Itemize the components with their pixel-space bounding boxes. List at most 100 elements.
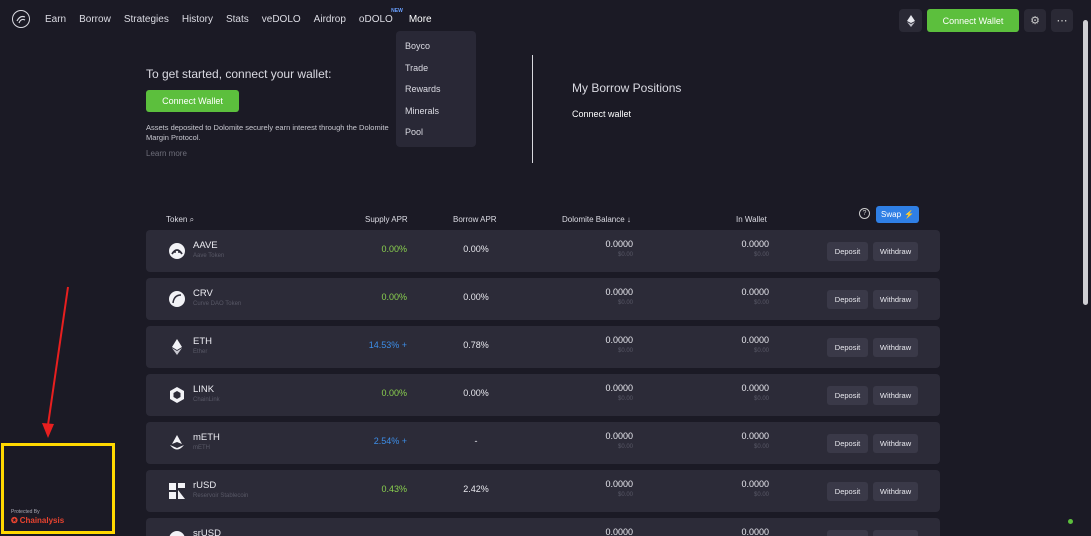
- red-arrow-annotation: [42, 286, 69, 438]
- deposit-button[interactable]: Deposit: [827, 530, 868, 536]
- borrow-connect-wallet-link[interactable]: Connect wallet: [572, 109, 632, 119]
- menu-item-rewards[interactable]: Rewards: [405, 84, 441, 94]
- page-scrollbar[interactable]: [1083, 20, 1088, 305]
- borrow-apr: 0.00%: [463, 388, 489, 398]
- network-selector-button[interactable]: [899, 9, 922, 32]
- menu-item-pool[interactable]: Pool: [405, 127, 424, 137]
- borrow-apr: 2.42%: [463, 484, 489, 494]
- assets-description: Assets deposited to Dolomite securely ea…: [146, 123, 389, 142]
- wallet-balance-usd: $0.00: [753, 396, 769, 402]
- protected-by-label: Protected By: [11, 509, 40, 515]
- token-row-eth[interactable]: ETH Ether 14.53% + 0.78% 0.0000 $0.00 0.0000 $0…: [146, 326, 940, 368]
- supply-apr[interactable]: 2.54% +: [373, 436, 407, 446]
- wallet-balance: 0.0000: [741, 239, 769, 249]
- swap-button[interactable]: Swap ⚡: [876, 206, 919, 223]
- nav-stats[interactable]: Stats: [225, 14, 249, 25]
- nav-earn[interactable]: Earn: [45, 14, 67, 25]
- withdraw-button[interactable]: Withdraw: [873, 338, 918, 357]
- top-nav: Earn Borrow Strategies History Stats veD…: [0, 0, 1091, 40]
- panel-divider: [532, 55, 533, 163]
- swap-label: Swap: [881, 210, 902, 219]
- in-wallet-header[interactable]: In Wallet: [736, 215, 767, 224]
- nav-strategies[interactable]: Strategies: [123, 14, 169, 25]
- ethereum-icon: [906, 14, 915, 27]
- wallet-balance: 0.0000: [741, 479, 769, 489]
- withdraw-button[interactable]: Withdraw: [873, 290, 918, 309]
- meth-icon: [168, 434, 186, 452]
- dolomite-balance-usd: $0.00: [617, 492, 633, 498]
- menu-item-boyco[interactable]: Boyco: [405, 41, 431, 51]
- more-options-button[interactable]: ⋯: [1051, 9, 1073, 32]
- wallet-balance: 0.0000: [741, 335, 769, 345]
- search-icon[interactable]: ⌕: [189, 215, 195, 224]
- token-row-srusd[interactable]: srUSD 0.0000 0.0000 Deposit Withdraw: [146, 518, 940, 536]
- highlight-box: [1, 443, 115, 534]
- help-icon[interactable]: ?: [859, 208, 870, 219]
- connect-wallet-button[interactable]: Connect Wallet: [146, 90, 239, 112]
- nav-odolo[interactable]: oDOLO NEW: [358, 8, 403, 25]
- deposit-button[interactable]: Deposit: [827, 338, 868, 357]
- withdraw-button[interactable]: Withdraw: [873, 386, 918, 405]
- deposit-button[interactable]: Deposit: [827, 242, 868, 261]
- supply-apr: 0.00%: [381, 244, 407, 254]
- token-symbol: mETH: [193, 432, 220, 443]
- new-badge: NEW: [391, 8, 403, 14]
- wallet-balance: 0.0000: [741, 527, 769, 536]
- nav-odolo-label: oDOLO: [358, 14, 393, 25]
- wallet-balance-usd: $0.00: [753, 300, 769, 306]
- menu-item-minerals[interactable]: Minerals: [405, 105, 440, 116]
- supply-apr[interactable]: 14.53% +: [368, 340, 407, 350]
- dolomite-balance-header[interactable]: Dolomite Balance ↓: [562, 215, 631, 224]
- nav-airdrop[interactable]: Airdrop: [313, 14, 346, 25]
- withdraw-button[interactable]: Withdraw: [873, 434, 918, 453]
- supply-apr-header[interactable]: Supply APR: [365, 215, 408, 224]
- token-row-aave[interactable]: AAVE Aave Token 0.00% 0.00% 0.0000 $0.00 0.000…: [146, 230, 940, 272]
- status-indicator: [1068, 519, 1073, 524]
- supply-apr: 0.00%: [381, 388, 407, 398]
- deposit-button[interactable]: Deposit: [827, 290, 868, 309]
- gear-icon: ⚙: [1030, 15, 1040, 27]
- borrow-apr-header[interactable]: Borrow APR: [453, 215, 497, 224]
- learn-more-link[interactable]: Learn more: [146, 149, 187, 158]
- settings-button[interactable]: ⚙: [1024, 9, 1046, 32]
- token-row-link[interactable]: LINK ChainLink 0.00% 0.00% 0.0000 $0.00 0.0000…: [146, 374, 940, 416]
- deposit-button[interactable]: Deposit: [827, 386, 868, 405]
- token-name: Aave Token: [193, 253, 225, 259]
- connect-wallet-top-button[interactable]: Connect Wallet: [927, 9, 1019, 32]
- dolomite-balance-usd: $0.00: [617, 444, 633, 450]
- wallet-balance-usd: $0.00: [753, 444, 769, 450]
- dolomite-balance-usd: $0.00: [617, 300, 633, 306]
- dolomite-balance: 0.0000: [605, 383, 633, 393]
- deposit-button[interactable]: Deposit: [827, 434, 868, 453]
- nav-history[interactable]: History: [181, 14, 213, 25]
- token-name: Curve DAO Token: [193, 301, 242, 307]
- nav-borrow[interactable]: Borrow: [79, 14, 111, 25]
- withdraw-button[interactable]: Withdraw: [873, 530, 918, 536]
- supply-apr: 0.00%: [381, 292, 407, 302]
- nav-vedolo[interactable]: veDOLO: [261, 14, 301, 25]
- token-symbol: srUSD: [193, 528, 221, 536]
- get-started-title: To get started, connect your wallet:: [146, 67, 332, 81]
- token-row-meth[interactable]: mETH mETH 2.54% + - 0.0000 $0.00 0.0000 $0.00 De…: [146, 422, 940, 464]
- deposit-button[interactable]: Deposit: [827, 482, 868, 501]
- rusd-icon: [168, 482, 186, 500]
- nav-more[interactable]: More: [408, 14, 432, 25]
- ellipsis-icon: ⋯: [1056, 15, 1068, 27]
- dolomite-balance-usd: $0.00: [617, 252, 633, 258]
- dolomite-balance: 0.0000: [605, 479, 633, 489]
- menu-item-trade[interactable]: Trade: [405, 62, 429, 73]
- withdraw-button[interactable]: Withdraw: [873, 482, 918, 501]
- wallet-balance-usd: $0.00: [753, 252, 769, 258]
- token-symbol: CRV: [193, 288, 213, 299]
- dolomite-balance-usd: $0.00: [617, 396, 633, 402]
- chainalysis-logo[interactable]: ✪ Chainalysis: [11, 516, 64, 525]
- token-header[interactable]: Token ⌕: [166, 215, 194, 225]
- withdraw-button[interactable]: Withdraw: [873, 242, 918, 261]
- dolomite-balance: 0.0000: [605, 287, 633, 297]
- token-name: mETH: [193, 445, 210, 451]
- dolomite-logo-icon[interactable]: [12, 10, 30, 28]
- token-row-rusd[interactable]: rUSD Reservoir Stablecoin 0.43% 2.42% 0.0000…: [146, 470, 940, 512]
- token-row-crv[interactable]: CRV Curve DAO Token 0.00% 0.00% 0.0000 $0.00 0…: [146, 278, 940, 320]
- borrow-apr: 0.00%: [463, 292, 489, 302]
- borrow-apr: -: [474, 436, 478, 446]
